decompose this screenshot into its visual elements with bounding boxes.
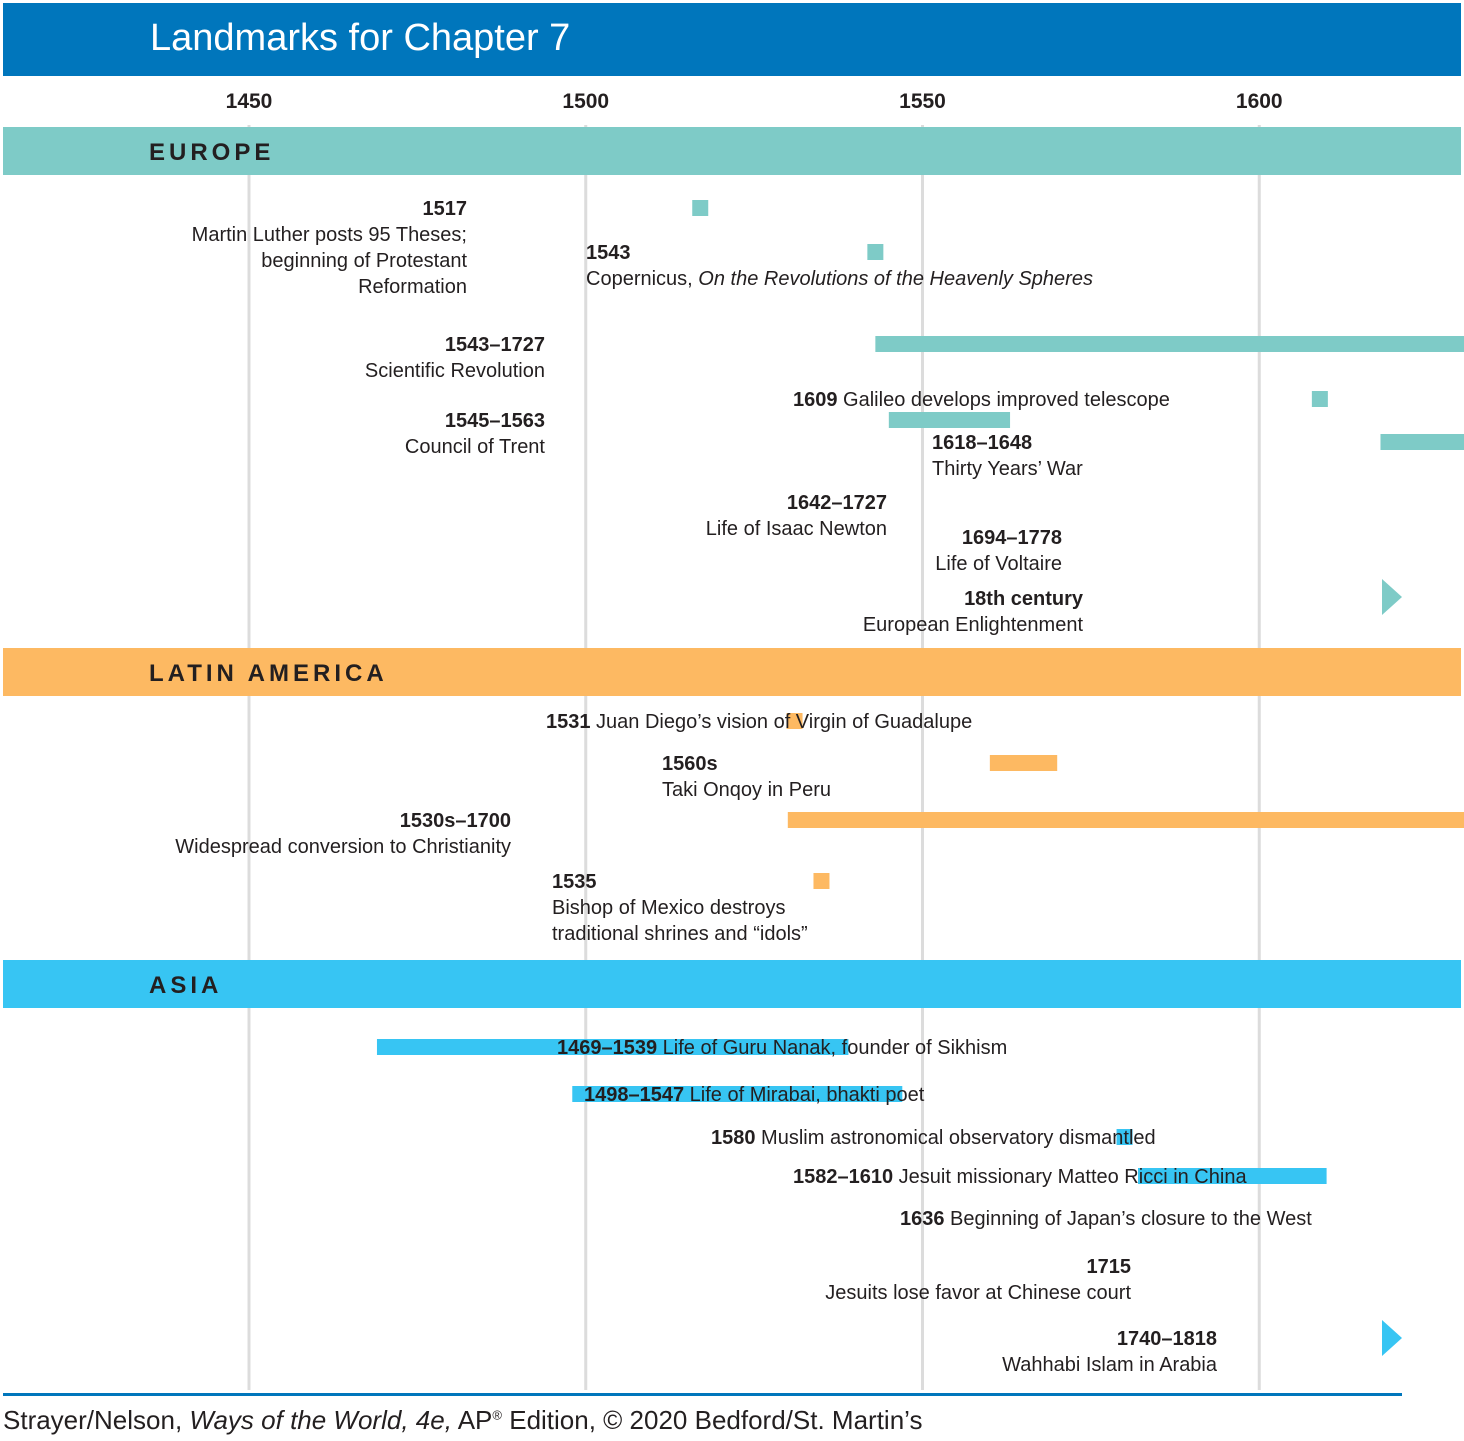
event-date-latin-america-1531: 1531 [546,711,591,733]
event-desc-asia-1469-1539: Life of Guru Nanak, founder of Sikhism [657,1037,1007,1059]
tick-label-1600: 1600 [1236,90,1283,113]
event-desc-asia-1740-1818-0: Wahhabi Islam in Arabia [1002,1354,1218,1376]
event-bar-europe-1543-1727 [875,336,1464,352]
event-date-europe-1545-1563: 1545–1563 [445,410,545,432]
event-marker-europe-1609 [1311,391,1328,407]
event-date-europe-1694-1778: 1694–1778 [962,527,1062,549]
event-date-europe-1543-1727: 1543–1727 [445,334,545,356]
event-date-europe-1543: 1543 [586,242,631,264]
chart-title: Landmarks for Chapter 7 [150,17,571,59]
event-bar-latin-america-1560s [989,755,1058,771]
section-label-asia: ASIA [149,972,222,999]
event-desc-part: Copernicus, [586,268,698,290]
event-date-europe-18th-century: 18th century [964,588,1084,610]
event-date-asia-1498-1547: 1498–1547 [584,1084,684,1106]
event-desc-asia-1715-0: Jesuits lose favor at Chinese court [825,1282,1131,1304]
footer-registered-mark: ® [492,1407,502,1423]
event-date-europe-1618-1648: 1618–1648 [932,432,1032,454]
tick-label-1500: 1500 [562,90,609,113]
event-marker-asia-1580 [1116,1129,1133,1145]
section-band-latin-america [3,648,1461,696]
event-date-asia-1580: 1580 [711,1127,756,1149]
event-desc-europe-1609: Galileo develops improved telescope [838,389,1170,411]
event-label-asia-1580: 1580 Muslim astronomical observatory dis… [711,1127,1156,1149]
event-bar-asia-1582-1610 [1138,1168,1327,1184]
event-desc-latin-america-1535-0: Bishop of Mexico destroys [552,897,785,919]
event-label-europe-1609: 1609 Galileo develops improved telescope [793,389,1170,411]
event-marker-latin-america-1531 [786,713,803,729]
event-desc-europe-1543-0: Copernicus, On the Revolutions of the He… [586,268,1093,290]
footer-ap: AP [451,1405,493,1435]
event-desc-europe-1545-1563-0: Council of Trent [405,436,546,458]
event-desc-latin-america-1530s-1700-0: Widespread conversion to Christianity [175,836,511,858]
event-date-asia-1636: 1636 [900,1208,945,1230]
section-band-asia [3,960,1461,1008]
event-desc-italic-title: On the Revolutions of the Heavenly Spher… [698,268,1093,290]
tick-label-1450: 1450 [226,90,273,113]
event-date-asia-1715: 1715 [1087,1256,1132,1278]
event-bar-asia-1469-1539 [376,1039,849,1055]
event-date-europe-1642-1727: 1642–1727 [787,492,887,514]
footer-book-title: Ways of the World, 4e, [189,1405,452,1435]
event-bar-europe-1618-1648 [1380,434,1464,450]
event-bar-europe-1545-1563 [888,412,1011,428]
event-date-europe-1609: 1609 [793,389,838,411]
event-date-latin-america-1535: 1535 [552,871,597,893]
event-desc-europe-1543-1727-0: Scientific Revolution [365,360,545,382]
event-date-asia-1469-1539: 1469–1539 [557,1037,657,1059]
event-desc-europe-1618-1648-0: Thirty Years’ War [932,458,1083,480]
event-desc-europe-1642-1727-0: Life of Isaac Newton [706,518,887,540]
event-desc-latin-america-1531: Juan Diego’s vision of Virgin of Guadalu… [591,711,973,733]
event-label-asia-1469-1539: 1469–1539 Life of Guru Nanak, founder of… [557,1037,1007,1059]
event-desc-europe-18th-century-0: European Enlightenment [863,614,1084,636]
footer-authors: Strayer/Nelson, [3,1405,190,1435]
event-arrow-asia-1740-1818 [1382,1320,1402,1356]
event-marker-europe-1517 [692,200,709,216]
section-band-europe [3,127,1461,175]
event-label-asia-1636: 1636 Beginning of Japan’s closure to the… [900,1208,1312,1230]
footer-edition: Edition, © 2020 Bedford/St. Martin’s [502,1405,923,1435]
event-desc-latin-america-1535-1: traditional shrines and “idols” [552,923,808,945]
event-label-latin-america-1531: 1531 Juan Diego’s vision of Virgin of Gu… [546,711,972,733]
tick-label-1550: 1550 [899,90,946,113]
event-desc-europe-1517-1: beginning of Protestant [261,250,467,272]
event-desc-asia-1580: Muslim astronomical observatory dismantl… [756,1127,1156,1149]
section-label-europe: EUROPE [149,139,274,166]
event-marker-latin-america-1535 [813,873,830,889]
event-date-asia-1582-1610: 1582–1610 [793,1166,893,1188]
event-date-europe-1517: 1517 [423,198,468,220]
footer-rule [3,1393,1402,1396]
event-desc-europe-1694-1778-0: Life of Voltaire [935,553,1062,575]
event-label-asia-1582-1610: 1582–1610 Jesuit missionary Matteo Ricci… [793,1166,1247,1188]
event-date-latin-america-1560s: 1560s [662,753,718,775]
event-desc-asia-1636: Beginning of Japan’s closure to the West [945,1208,1313,1230]
event-desc-latin-america-1560s-0: Taki Onqoy in Peru [662,779,831,801]
event-desc-europe-1517-2: Reformation [358,276,467,298]
event-desc-asia-1498-1547: Life of Mirabai, bhakti poet [684,1084,925,1106]
event-date-asia-1740-1818: 1740–1818 [1117,1328,1217,1350]
event-label-asia-1498-1547: 1498–1547 Life of Mirabai, bhakti poet [584,1084,925,1106]
event-bar-asia-1498-1547 [572,1086,903,1102]
event-desc-asia-1582-1610: Jesuit missionary Matteo Ricci in China [893,1166,1247,1188]
event-arrow-europe-18th-century [1382,579,1402,615]
event-date-latin-america-1530s-1700: 1530s–1700 [400,810,511,832]
section-label-latin-america: LATIN AMERICA [149,660,388,687]
footer-credit: Strayer/Nelson, Ways of the World, 4e, A… [3,1405,922,1436]
event-bar-latin-america-1530s-1700 [787,812,1464,828]
event-marker-europe-1543 [867,244,884,260]
title-bar: Landmarks for Chapter 7 [3,3,1461,76]
event-desc-europe-1517-0: Martin Luther posts 95 Theses; [192,224,467,246]
